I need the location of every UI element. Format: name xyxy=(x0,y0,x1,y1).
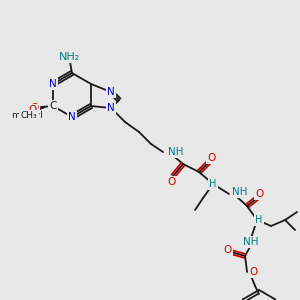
Text: N: N xyxy=(49,79,57,89)
Text: O: O xyxy=(29,105,37,115)
Text: O: O xyxy=(207,153,215,163)
Text: H: H xyxy=(255,215,263,225)
Text: O: O xyxy=(255,189,263,199)
Text: NH: NH xyxy=(243,237,259,247)
Text: N: N xyxy=(68,112,76,122)
Text: O: O xyxy=(223,245,231,255)
Text: NH₂: NH₂ xyxy=(58,52,80,62)
Text: N: N xyxy=(107,87,115,97)
Text: NH: NH xyxy=(232,187,248,197)
Text: CH₃: CH₃ xyxy=(21,112,37,121)
Text: O: O xyxy=(249,267,257,277)
Text: H: H xyxy=(209,179,217,189)
Text: N: N xyxy=(107,103,115,113)
Text: NH: NH xyxy=(168,147,184,157)
Text: methyl: methyl xyxy=(11,112,43,121)
Text: O: O xyxy=(31,103,39,113)
Text: O: O xyxy=(167,177,175,187)
Text: C: C xyxy=(49,101,57,111)
